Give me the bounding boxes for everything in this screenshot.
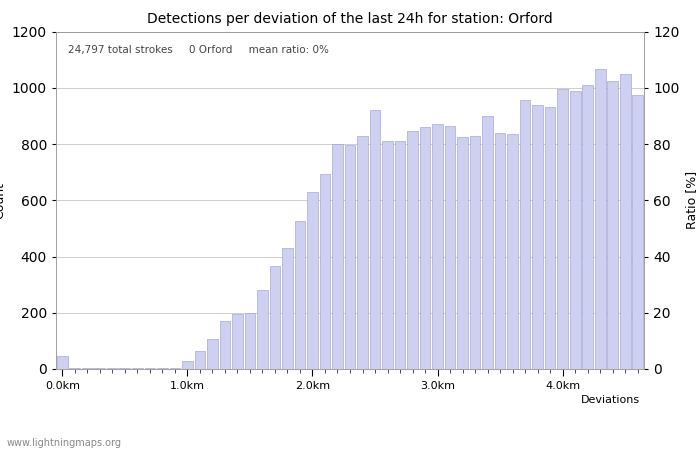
Bar [307, 192, 318, 369]
Bar [532, 105, 543, 369]
Bar [520, 100, 531, 369]
Bar [433, 124, 443, 369]
Bar [495, 133, 505, 369]
Bar [244, 313, 256, 369]
Bar [332, 144, 343, 369]
Bar [632, 95, 643, 369]
Bar [620, 74, 631, 369]
Bar [420, 127, 430, 369]
Bar [220, 321, 230, 369]
Text: Deviations: Deviations [582, 395, 640, 405]
Bar [257, 290, 267, 369]
Text: www.lightningmaps.org: www.lightningmaps.org [7, 437, 122, 447]
Bar [320, 174, 330, 369]
Bar [295, 221, 305, 369]
Bar [608, 81, 618, 369]
Y-axis label: Count: Count [0, 182, 6, 219]
Bar [482, 116, 493, 369]
Bar [545, 108, 556, 369]
Bar [282, 248, 293, 369]
Bar [395, 141, 405, 369]
Bar [444, 126, 456, 369]
Bar [344, 145, 356, 369]
Bar [457, 137, 468, 369]
Bar [595, 69, 606, 369]
Bar [407, 131, 418, 369]
Title: Detections per deviation of the last 24h for station: Orford: Detections per deviation of the last 24h… [147, 12, 553, 26]
Bar [508, 134, 518, 369]
Bar [582, 85, 593, 369]
Bar [182, 360, 192, 369]
Bar [195, 351, 205, 369]
Text: 24,797 total strokes     0 Orford     mean ratio: 0%: 24,797 total strokes 0 Orford mean ratio… [68, 45, 328, 55]
Bar [470, 135, 480, 369]
Bar [232, 314, 243, 369]
Bar [357, 135, 368, 369]
Bar [557, 89, 568, 369]
Bar [570, 90, 580, 369]
Bar [370, 110, 380, 369]
Bar [207, 339, 218, 369]
Bar [270, 266, 280, 369]
Bar [57, 356, 68, 369]
Y-axis label: Ratio [%]: Ratio [%] [685, 171, 698, 230]
Bar [382, 141, 393, 369]
